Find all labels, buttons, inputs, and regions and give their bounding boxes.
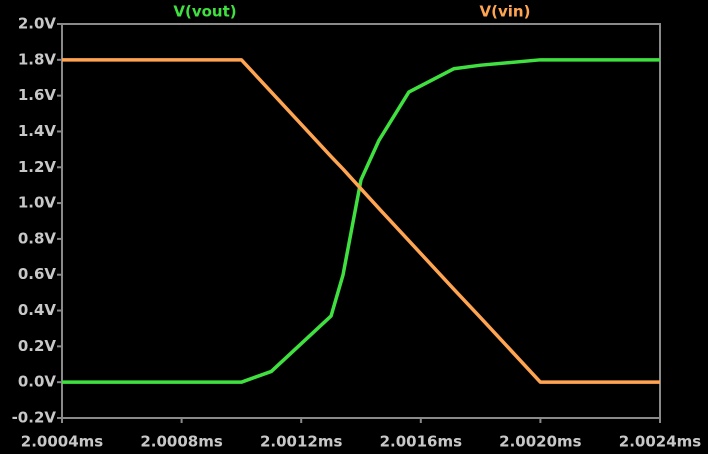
y-tick-label: 1.0V: [18, 194, 57, 212]
y-tick-label: 1.8V: [18, 50, 57, 68]
series-line: [62, 58, 660, 384]
y-tick-label: 0.2V: [18, 337, 57, 355]
y-tick-label: 2.0V: [18, 15, 57, 33]
x-tick-label: 2.0020ms: [499, 433, 582, 451]
legend-entry: V(vin): [480, 3, 531, 21]
y-tick-label: -0.2V: [12, 409, 57, 427]
y-tick-label: 1.4V: [18, 122, 57, 140]
y-tick-label: 1.2V: [18, 158, 57, 176]
y-tick-label: 0.4V: [18, 301, 57, 319]
x-tick-label: 2.0024ms: [619, 433, 702, 451]
x-tick-label: 2.0012ms: [260, 433, 343, 451]
x-tick-label: 2.0016ms: [380, 433, 463, 451]
series-line: [62, 58, 660, 384]
y-tick-label: 1.6V: [18, 86, 57, 104]
y-tick-label: 0.0V: [18, 373, 57, 391]
plot-frame: [61, 23, 661, 419]
y-tick-label: 0.8V: [18, 229, 57, 247]
x-tick-label: 2.0008ms: [140, 433, 223, 451]
legend-entry: V(vout): [173, 3, 236, 21]
y-tick-label: 0.6V: [18, 265, 57, 283]
x-tick-label: 2.0004ms: [21, 433, 104, 451]
